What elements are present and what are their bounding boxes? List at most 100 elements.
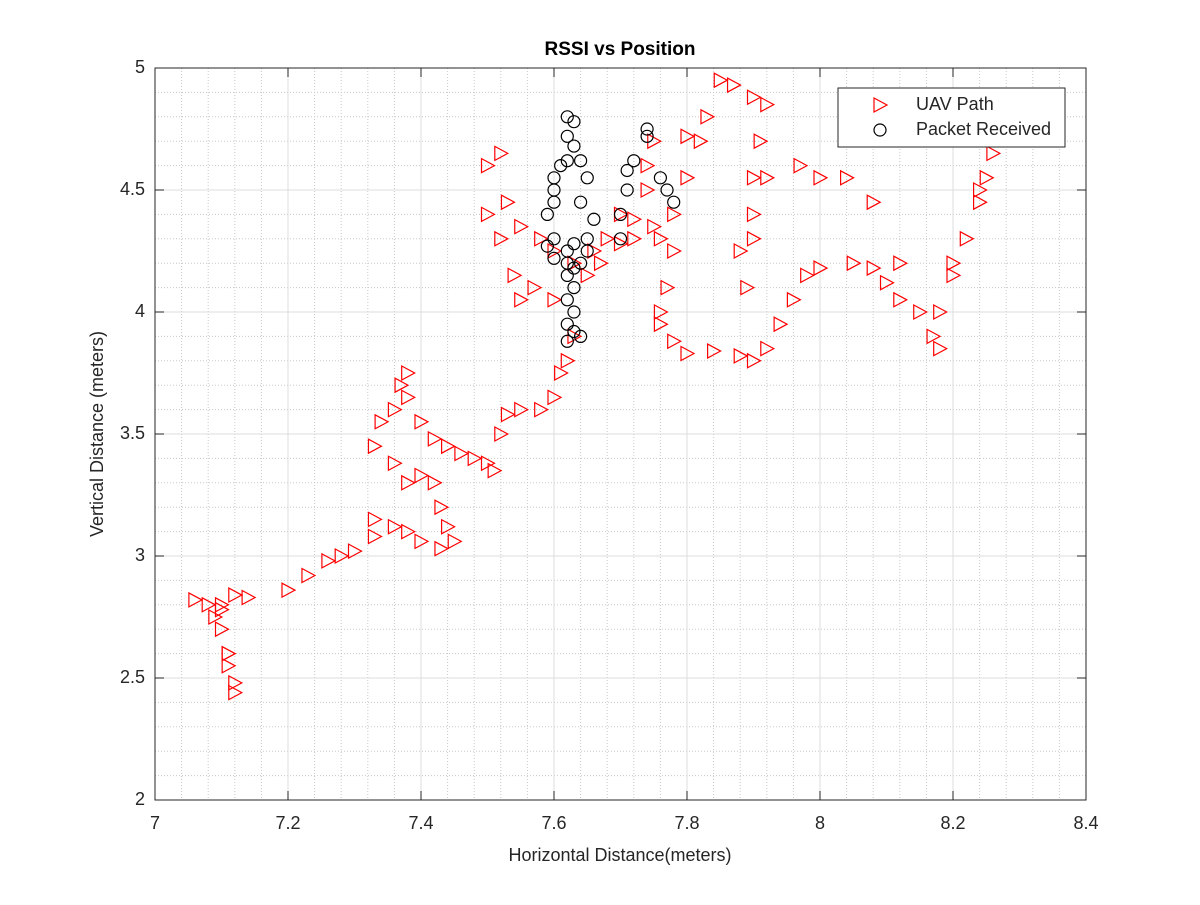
marker <box>660 183 674 197</box>
y-tick-label: 3.5 <box>120 423 145 443</box>
y-axis-label: Vertical Distance (meters) <box>87 331 107 537</box>
marker <box>933 340 948 357</box>
marker <box>979 169 995 186</box>
marker <box>434 499 450 516</box>
marker <box>746 206 762 223</box>
y-tick-label: 4.5 <box>120 179 145 199</box>
marker <box>214 621 230 638</box>
marker <box>514 291 530 308</box>
marker <box>580 171 594 185</box>
marker <box>567 237 581 251</box>
marker <box>467 450 483 467</box>
marker <box>866 260 882 277</box>
x-tick-label: 7.2 <box>275 813 300 833</box>
marker <box>560 268 574 282</box>
marker <box>540 207 554 221</box>
marker <box>401 364 416 382</box>
axes-box <box>154 67 1087 801</box>
marker <box>494 425 510 443</box>
marker <box>593 255 609 272</box>
marker <box>367 438 383 455</box>
marker <box>560 129 574 143</box>
marker <box>866 194 882 211</box>
marker <box>414 413 430 430</box>
marker <box>560 293 574 307</box>
marker <box>733 242 749 260</box>
marker <box>547 291 563 308</box>
marker <box>214 596 230 613</box>
marker <box>447 533 463 550</box>
marker <box>620 163 634 178</box>
marker <box>547 195 561 209</box>
marker <box>946 267 962 284</box>
marker <box>567 324 581 339</box>
marker <box>387 455 403 472</box>
marker <box>587 212 601 226</box>
marker <box>394 377 410 394</box>
marker <box>667 333 682 350</box>
marker <box>873 96 889 114</box>
marker <box>334 547 350 565</box>
marker <box>986 145 1002 162</box>
marker <box>454 445 470 462</box>
marker <box>228 684 244 701</box>
marker <box>973 181 988 199</box>
marker <box>567 328 583 345</box>
series <box>540 110 681 348</box>
marker <box>567 305 581 319</box>
marker <box>627 211 643 228</box>
y-tick-label: 3 <box>135 545 145 565</box>
marker <box>414 467 430 484</box>
marker <box>347 543 363 560</box>
marker <box>647 218 663 235</box>
marker <box>846 255 862 272</box>
marker <box>959 230 975 247</box>
marker <box>281 582 297 599</box>
marker <box>813 169 829 186</box>
marker <box>726 77 742 94</box>
marker <box>573 329 588 343</box>
marker <box>221 645 237 662</box>
legend-box <box>837 87 1066 148</box>
marker <box>700 108 716 125</box>
marker <box>560 334 574 348</box>
marker <box>573 154 588 168</box>
marker <box>946 255 962 272</box>
marker <box>653 303 669 321</box>
marker <box>201 596 217 613</box>
marker <box>667 195 681 209</box>
marker <box>587 242 603 260</box>
marker <box>840 169 855 186</box>
marker <box>707 343 722 360</box>
marker <box>613 207 628 221</box>
marker <box>188 591 204 608</box>
marker <box>667 242 682 260</box>
marker <box>567 255 583 272</box>
x-tick-label: 7.4 <box>408 813 433 833</box>
marker <box>746 169 762 186</box>
marker <box>560 317 574 331</box>
marker <box>680 169 696 186</box>
y-tick-label: 4 <box>135 301 145 321</box>
marker <box>441 438 456 455</box>
marker <box>580 244 594 258</box>
marker <box>514 401 530 418</box>
y-tick-label: 2 <box>135 789 145 809</box>
marker <box>228 587 244 604</box>
x-tick-label: 7 <box>150 813 160 833</box>
marker <box>733 347 749 364</box>
marker <box>647 133 663 150</box>
marker <box>653 230 669 247</box>
marker <box>653 171 668 185</box>
marker <box>374 413 390 430</box>
x-tick-label: 8 <box>815 813 825 833</box>
marker <box>547 242 563 260</box>
marker <box>713 72 729 89</box>
marker <box>547 232 561 246</box>
x-axis-label: Horizontal Distance(meters) <box>508 845 731 865</box>
marker <box>627 230 643 247</box>
marker <box>221 657 237 674</box>
marker <box>414 533 430 550</box>
marker <box>753 133 769 150</box>
marker <box>554 159 568 173</box>
